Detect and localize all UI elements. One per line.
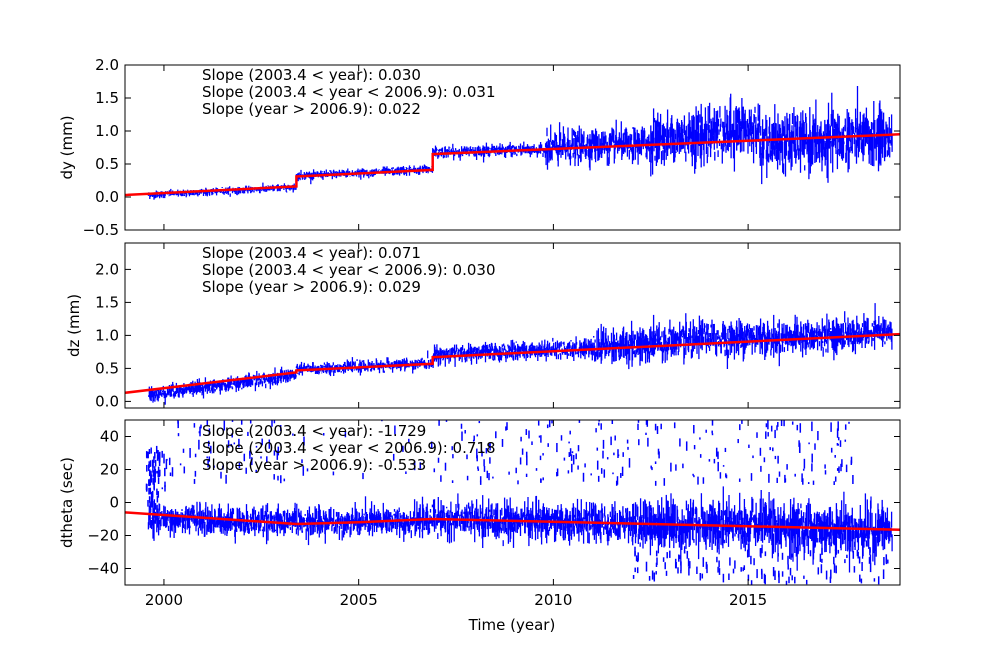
dz-slope-annotation-1: Slope (2003.4 < year): 0.071 — [202, 244, 421, 262]
dz-slope-annotation-3: Slope (year > 2006.9): 0.029 — [202, 278, 421, 296]
dy-frame — [124, 64, 901, 231]
dtheta-outliers — [145, 420, 889, 585]
dy-xtick-marks — [163, 65, 749, 230]
dz-data-segment — [591, 313, 769, 370]
dy-data-segment — [650, 93, 761, 177]
dz-ytick-label: 0.5 — [95, 359, 119, 377]
dy-ytick-label: 0.0 — [95, 188, 119, 206]
dy-ylabel: dy (mm) — [58, 115, 76, 179]
dy-ytick-label: −0.5 — [83, 221, 119, 239]
dz-ytick-label: 1.5 — [95, 293, 119, 311]
dz-yticks: 0.0 0.5 1.0 1.5 2.0 — [95, 260, 900, 410]
dz-frame — [124, 242, 901, 409]
dz-ytick-label: 0.0 — [95, 392, 119, 410]
dy-ytick-label: 0.5 — [95, 155, 119, 173]
dz-ytick-label: 2.0 — [95, 260, 119, 278]
dy-data-segment — [544, 119, 652, 171]
dy-fit-line — [125, 133, 900, 197]
dy-yticks: −0.5 0.0 0.5 1.0 1.5 2.0 — [83, 56, 900, 239]
dtheta-panel: Slope (2003.4 < year): -1.729 Slope (200… — [58, 419, 901, 609]
dz-plot-area — [125, 303, 900, 405]
dy-panel: Slope (2003.4 < year): 0.030 Slope (2003… — [58, 56, 901, 239]
dy-slope-annotation-1: Slope (2003.4 < year): 0.030 — [202, 66, 421, 84]
dy-ytick-label: 2.0 — [95, 56, 119, 74]
dtheta-plot-area — [125, 420, 900, 585]
dy-ytick-label: 1.5 — [95, 89, 119, 107]
dz-panel: Slope (2003.4 < year): 0.071 Slope (2003… — [65, 242, 901, 410]
dz-xtick-marks — [163, 243, 749, 408]
dy-slope-annotation-3: Slope (year > 2006.9): 0.022 — [202, 100, 421, 118]
dz-ylabel: dz (mm) — [65, 294, 83, 357]
dz-fit-line — [125, 332, 900, 395]
dy-slope-annotation-2: Slope (2003.4 < year < 2006.9): 0.031 — [202, 83, 496, 101]
dz-slope-annotation-2: Slope (2003.4 < year < 2006.9): 0.030 — [202, 261, 496, 279]
dy-plot-area — [125, 86, 900, 200]
dy-ytick-label: 1.0 — [95, 122, 119, 140]
dz-ytick-label: 1.0 — [95, 326, 119, 344]
